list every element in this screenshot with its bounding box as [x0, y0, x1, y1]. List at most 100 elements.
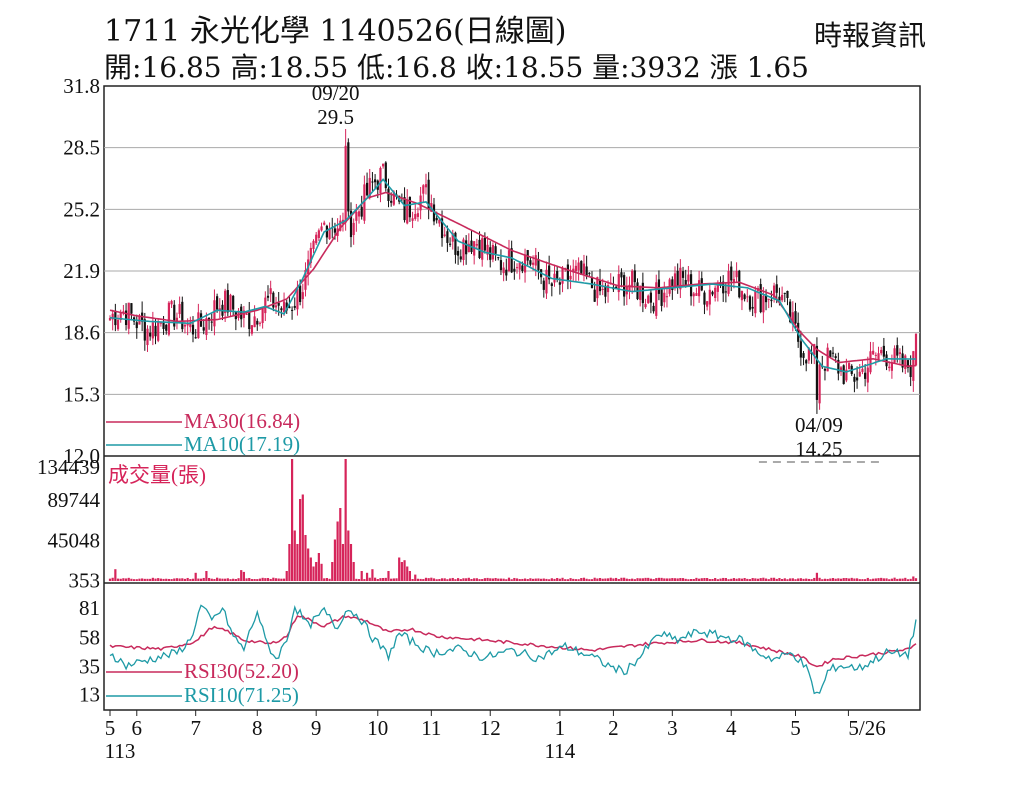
volume-bar: [473, 578, 476, 581]
volume-bar: [221, 578, 224, 581]
candle-body: [909, 364, 912, 378]
candle-body: [457, 250, 460, 256]
volume-bar: [574, 579, 578, 581]
candle-body: [740, 291, 744, 301]
volume-bar: [371, 569, 374, 581]
volume-bar: [604, 578, 607, 581]
volume-bar: [882, 578, 885, 581]
candle-body: [282, 301, 286, 313]
candle-body: [167, 302, 171, 335]
candle-body: [285, 302, 288, 311]
candle-body: [676, 270, 679, 286]
candle-body: [325, 225, 328, 238]
volume-bar: [151, 577, 154, 581]
volume-bar: [781, 579, 784, 581]
candle-body: [703, 292, 706, 305]
volume-bar: [558, 578, 561, 581]
volume-bar: [545, 578, 548, 581]
volume-bar: [333, 539, 337, 581]
volume-bar: [845, 578, 848, 581]
candle-body: [807, 348, 810, 361]
candle-body: [277, 302, 280, 306]
volume-bar: [218, 578, 221, 581]
candle-body: [665, 296, 669, 298]
price-tick-label: 12.0: [63, 444, 100, 468]
candle-body: [588, 272, 591, 274]
volume-bar: [609, 577, 612, 581]
candle-body: [149, 332, 152, 337]
candle-body: [861, 368, 864, 372]
plot-border: [103, 85, 921, 711]
candle-body: [248, 311, 251, 330]
volume-bar: [205, 570, 208, 581]
volume-bar: [499, 578, 503, 581]
candle-body: [649, 292, 653, 303]
candle-body: [606, 285, 610, 293]
volume-bar: [679, 578, 682, 581]
volume-bar: [655, 578, 658, 581]
volume-bar: [373, 577, 377, 581]
volume-bar: [290, 459, 294, 581]
candle-body: [534, 255, 537, 266]
volume-bar: [839, 578, 843, 581]
candle-body: [719, 282, 722, 286]
volume-bar: [531, 578, 535, 581]
candle-body: [438, 219, 441, 224]
volume-bar: [815, 572, 819, 581]
volume-bar: [518, 579, 521, 581]
volume-bar: [842, 578, 845, 581]
volume-bar: [237, 578, 240, 581]
volume-bar: [178, 578, 181, 581]
candle-body: [403, 197, 406, 221]
candle-body: [162, 321, 165, 329]
candle-body: [660, 289, 663, 306]
volume-bar: [344, 459, 347, 581]
candle-body: [416, 213, 420, 217]
candle-body: [813, 344, 816, 355]
candle-body: [320, 226, 323, 231]
candle-body: [296, 288, 299, 310]
candle-body: [537, 258, 540, 271]
candle-body: [855, 377, 859, 381]
candle-body: [620, 272, 623, 278]
volume-bar: [810, 579, 813, 581]
candle-body: [427, 179, 430, 209]
volume-bar: [909, 578, 912, 581]
volume-bar: [526, 579, 529, 581]
candle-body: [778, 296, 781, 302]
volume-bar: [328, 578, 331, 581]
candle-body: [802, 353, 805, 358]
volume-bar: [339, 507, 342, 581]
candle-body: [545, 269, 548, 294]
volume-bar: [457, 578, 460, 581]
candle-body: [382, 163, 385, 167]
candle-body: [523, 254, 527, 273]
candle-body: [352, 222, 355, 235]
candle-body: [116, 319, 120, 330]
candle-body: [888, 366, 891, 369]
volume-bar: [639, 578, 642, 581]
candle-body: [743, 294, 746, 300]
candle-body: [872, 350, 875, 355]
volume-bar: [170, 579, 173, 581]
volume-bar: [888, 579, 891, 581]
price-tick-label: 18.6: [63, 321, 100, 345]
candle-body: [671, 279, 674, 291]
month-label: 7: [190, 716, 201, 740]
candle-body: [135, 322, 138, 329]
volume-bar: [210, 578, 213, 581]
volume-bar: [569, 578, 572, 581]
candle-body: [328, 228, 331, 240]
volume-bar: [880, 577, 883, 581]
volume-bar: [580, 578, 583, 581]
candle-body: [390, 200, 393, 203]
candle-body: [898, 352, 902, 354]
volume-bar: [829, 578, 832, 581]
volume-tick-label: 353: [69, 569, 101, 593]
candle-body: [716, 282, 719, 292]
volume-bar: [197, 578, 200, 581]
volume-bar: [711, 578, 714, 581]
candle-body: [681, 271, 685, 278]
candle-body: [240, 306, 243, 320]
